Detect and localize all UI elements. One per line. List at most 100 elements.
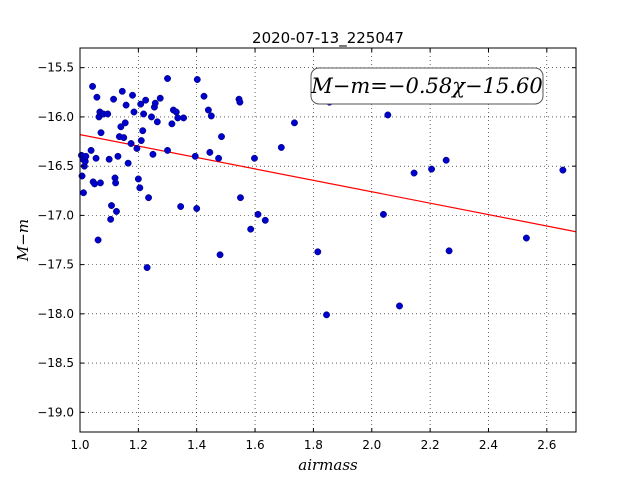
data-point <box>129 91 136 99</box>
data-point <box>218 133 225 141</box>
data-point <box>445 247 453 255</box>
plot-frame <box>79 47 577 433</box>
chart-title: 2020-07-13_225047 <box>252 29 404 48</box>
axis-ticks: 1.0 1.2 1.4 1.6 1.8 2.0 2.2 2.4 2.6 −15.5 −16.0 −16… <box>37 48 576 452</box>
data-point <box>261 216 269 224</box>
data-point <box>136 184 144 192</box>
data-point <box>149 150 157 158</box>
data-point <box>139 127 147 135</box>
data-point <box>168 120 176 128</box>
data-point <box>127 140 135 147</box>
data-point <box>151 99 159 107</box>
data-point <box>204 106 212 114</box>
fit-equation: M−m=−0.58χ−15.60 <box>310 74 542 98</box>
data-point <box>107 215 115 223</box>
data-point <box>121 119 129 127</box>
data-point <box>120 134 128 142</box>
data-point <box>82 152 90 160</box>
data-point <box>174 114 182 122</box>
data-point <box>323 311 330 319</box>
equation-box-frame <box>310 67 544 105</box>
data-point <box>96 179 104 187</box>
data-point <box>117 123 125 131</box>
data-point <box>137 137 145 145</box>
x-axis-label: airmass <box>298 456 358 474</box>
data-point <box>200 92 208 100</box>
data-point <box>559 166 567 174</box>
data-point <box>91 180 99 188</box>
y-tick-label: −17.0 <box>37 208 74 222</box>
x-tick-label: 1.8 <box>304 438 323 452</box>
data-point <box>236 98 244 106</box>
x-tick-label: 1.4 <box>187 438 206 452</box>
data-point <box>206 148 214 156</box>
y-tick-label: −15.5 <box>37 61 74 75</box>
data-point <box>108 202 115 209</box>
data-point <box>89 82 96 90</box>
data-point <box>114 152 122 160</box>
x-tick-label: 2.6 <box>537 438 556 452</box>
data-points <box>78 75 567 319</box>
data-point <box>153 118 161 126</box>
y-axis-label: M−m <box>14 219 32 262</box>
data-point <box>87 146 95 154</box>
x-tick-label: 1.2 <box>129 438 148 452</box>
equation-box: M−m=−0.58χ−15.60 <box>310 67 544 105</box>
data-point <box>94 236 102 244</box>
x-tick-label: 2.4 <box>479 438 498 452</box>
plot-background <box>80 48 576 432</box>
data-point <box>97 129 105 137</box>
data-point <box>80 189 87 197</box>
data-point <box>314 248 322 256</box>
x-tick-label: 2.0 <box>362 438 381 452</box>
data-point <box>180 114 188 122</box>
data-point <box>137 100 145 108</box>
data-point <box>130 108 138 116</box>
data-point <box>191 152 199 160</box>
data-point <box>110 95 118 103</box>
data-point <box>142 96 150 104</box>
data-point <box>143 264 151 272</box>
data-point <box>396 302 403 310</box>
data-point <box>148 113 155 121</box>
data-point <box>93 93 101 101</box>
data-point <box>247 225 255 233</box>
data-point <box>410 169 418 177</box>
data-point <box>290 119 298 127</box>
x-tick-label: 1.0 <box>70 438 89 452</box>
fit-line <box>79 134 577 233</box>
data-point <box>251 154 258 162</box>
data-point <box>133 144 141 152</box>
data-point <box>118 87 126 95</box>
data-point <box>134 175 142 183</box>
data-point <box>104 110 112 118</box>
x-tick-label: 1.6 <box>246 438 265 452</box>
data-point <box>164 75 171 82</box>
data-point <box>442 156 450 164</box>
data-point <box>145 194 153 202</box>
data-point <box>254 210 262 218</box>
y-tick-label: −16.5 <box>37 159 74 173</box>
data-point <box>140 110 148 118</box>
data-point <box>105 155 113 163</box>
y-tick-label: −18.5 <box>37 356 74 370</box>
data-point <box>384 111 392 119</box>
data-point <box>215 154 223 162</box>
data-point <box>277 143 285 151</box>
data-point <box>113 207 120 215</box>
fit-line-group <box>79 134 577 233</box>
data-point <box>193 205 201 212</box>
y-tick-label: −19.0 <box>37 405 74 419</box>
data-point <box>379 210 387 218</box>
data-point <box>112 179 120 187</box>
data-point <box>207 112 215 120</box>
data-point <box>172 108 180 116</box>
data-point <box>237 194 244 202</box>
data-point <box>216 251 224 259</box>
y-tick-label: −16.0 <box>37 110 74 124</box>
data-point <box>122 101 130 109</box>
data-point <box>522 234 530 242</box>
data-point <box>164 146 171 154</box>
data-point <box>124 159 132 167</box>
